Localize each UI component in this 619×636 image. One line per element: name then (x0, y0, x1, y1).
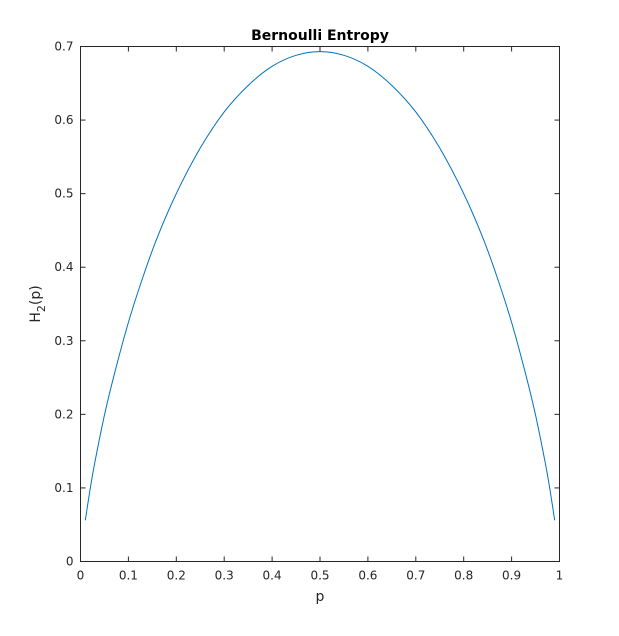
x-tick-label-7: 0.7 (406, 569, 425, 583)
x-tick-label-3: 0.3 (215, 569, 234, 583)
y-axis-label: H2(p) (28, 285, 48, 322)
y-tick-label-7: 0.7 (54, 40, 73, 54)
y-axis-label-main: H (28, 312, 44, 323)
x-tick-label-5: 0.5 (310, 569, 329, 583)
y-tick-label-6: 0.6 (54, 113, 73, 127)
series-line-0 (84, 51, 556, 521)
y-tick-label-2: 0.2 (54, 407, 73, 421)
y-tick-label-5: 0.5 (54, 187, 73, 201)
x-tick-label-0: 0 (77, 569, 85, 583)
x-tick-label-1: 0.1 (119, 569, 138, 583)
y-tick-label-3: 0.3 (54, 334, 73, 348)
x-tick-label-6: 0.6 (358, 569, 377, 583)
tick-layer: 0 0.1 0.2 0.3 0.4 0.5 0.6 0.7 0.8 0.9 1 0 0.1 0.2 0.3 0… (54, 40, 563, 583)
x-tick-label-2: 0.2 (167, 569, 186, 583)
x-tick-label-4: 0.4 (263, 569, 282, 583)
curve-layer (84, 51, 556, 521)
y-tick-label-1: 0.1 (54, 481, 73, 495)
x-tick-label-10: 1 (556, 569, 564, 583)
y-tick-label-0: 0 (66, 555, 74, 569)
x-tick-label-8: 0.8 (454, 569, 473, 583)
y-axis-label-suffix: (p) (28, 285, 44, 305)
axes-box (80, 46, 560, 562)
x-axis-label: p (316, 589, 325, 605)
y-tick-label-4: 0.4 (54, 260, 73, 274)
y-axis-label-subscript: 2 (35, 305, 48, 312)
chart-title: Bernoulli Entropy (251, 28, 389, 44)
x-tick-label-9: 0.9 (502, 569, 521, 583)
